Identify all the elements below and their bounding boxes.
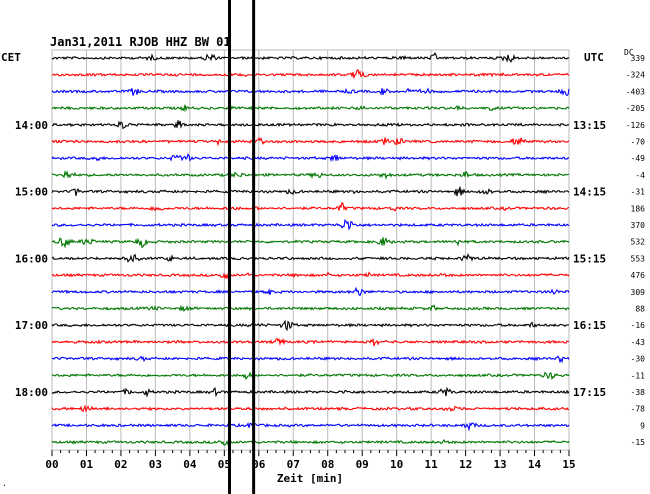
right-timezone-label: UTC <box>584 51 604 64</box>
trace-row-23 <box>51 439 570 447</box>
left-time-label: 17:00 <box>15 319 48 332</box>
x-tick-label: 09 <box>356 458 369 471</box>
trace-row-13 <box>51 271 570 279</box>
x-tick-label: 14 <box>528 458 542 471</box>
dc-offset-label: -324 <box>626 71 645 80</box>
grid <box>51 49 570 457</box>
right-time-label: 16:15 <box>573 319 606 332</box>
dc-offset-label: 339 <box>631 54 646 63</box>
dc-offset-label: -30 <box>631 355 646 364</box>
x-tick-label: 12 <box>459 458 472 471</box>
dc-offset-label: -15 <box>631 438 646 447</box>
dc-offset-label: -4 <box>635 171 645 180</box>
trace-row-2 <box>51 87 570 97</box>
x-tick-label: 03 <box>149 458 162 471</box>
dc-offset-label: 476 <box>631 271 646 280</box>
trace-row-7 <box>51 169 570 180</box>
trace-row-9 <box>51 201 570 212</box>
x-tick-label: 01 <box>80 458 94 471</box>
chart-title: Jan31,2011 RJOB HHZ BW 01 <box>50 35 231 49</box>
dc-offset-label: -11 <box>631 371 646 380</box>
x-tick-label: 02 <box>114 458 127 471</box>
dc-offset-label: -31 <box>631 188 646 197</box>
corner-mark: . <box>2 479 7 488</box>
dc-offset-label: 553 <box>631 254 646 263</box>
x-tick-label: 10 <box>390 458 403 471</box>
dc-offset-label: -49 <box>631 154 646 163</box>
x-tick-label: 13 <box>493 458 506 471</box>
dc-offset-label: 9 <box>640 421 645 430</box>
dc-offset-label: 532 <box>631 238 646 247</box>
trace-row-21 <box>51 404 570 413</box>
dc-offset-label: -205 <box>626 104 645 113</box>
dc-offset-label: 88 <box>635 305 645 314</box>
dc-offset-label: -16 <box>631 321 646 330</box>
marker-lines <box>228 0 256 494</box>
trace-row-8 <box>51 186 570 197</box>
trace-row-3 <box>51 104 570 114</box>
dc-offset-label: -70 <box>631 138 646 147</box>
dc-offset-label: -126 <box>626 121 645 130</box>
trace-row-18 <box>51 355 570 364</box>
right-time-label: 15:15 <box>573 252 606 265</box>
trace-row-10 <box>51 218 570 231</box>
left-time-label: 15:00 <box>15 186 48 199</box>
dc-offset-label: 186 <box>631 204 646 213</box>
x-tick-label: 00 <box>45 458 58 471</box>
left-timezone-label: CET <box>1 51 21 64</box>
dc-offset-label: -403 <box>626 87 645 96</box>
x-axis-label: Zeit [min] <box>277 472 343 485</box>
x-tick-label: 11 <box>425 458 439 471</box>
dc-offset-label: -43 <box>631 338 646 347</box>
x-tick-label: 15 <box>562 458 575 471</box>
right-time-label: 17:15 <box>573 386 606 399</box>
dc-offset-label: -78 <box>631 405 646 414</box>
trace-row-14 <box>51 286 570 297</box>
x-tick-label: 08 <box>321 458 334 471</box>
x-tick-label: 04 <box>183 458 197 471</box>
trace-row-0 <box>51 52 570 63</box>
dc-offset-label: 309 <box>631 288 646 297</box>
traces <box>51 52 570 447</box>
axis-labels: 00 01 02 03 04 05 06 07 08 09 10 11 12 13 14 15 14:00 15:… <box>15 54 645 471</box>
trace-row-16 <box>51 319 569 332</box>
x-tick-label: 05 <box>218 458 231 471</box>
x-tick-label: 06 <box>252 458 266 471</box>
trace-row-6 <box>51 153 570 163</box>
trace-row-11 <box>51 237 570 249</box>
x-tick-label: 07 <box>287 458 300 471</box>
right-time-label: 14:15 <box>573 186 606 199</box>
left-time-label: 16:00 <box>15 252 48 265</box>
left-time-label: 14:00 <box>15 119 48 132</box>
trace-row-12 <box>51 252 570 263</box>
trace-row-22 <box>51 422 570 432</box>
dc-offset-label: -38 <box>631 388 646 397</box>
trace-row-15 <box>51 304 570 313</box>
dc-header: DC <box>624 48 634 57</box>
trace-row-5 <box>51 137 570 147</box>
dc-offset-label: 370 <box>631 221 646 230</box>
trace-row-4 <box>51 120 570 130</box>
trace-row-19 <box>51 371 570 381</box>
right-time-label: 13:15 <box>573 119 606 132</box>
trace-row-1 <box>51 68 570 80</box>
trace-row-20 <box>51 386 570 398</box>
trace-row-17 <box>51 337 570 347</box>
left-time-label: 18:00 <box>15 386 48 399</box>
